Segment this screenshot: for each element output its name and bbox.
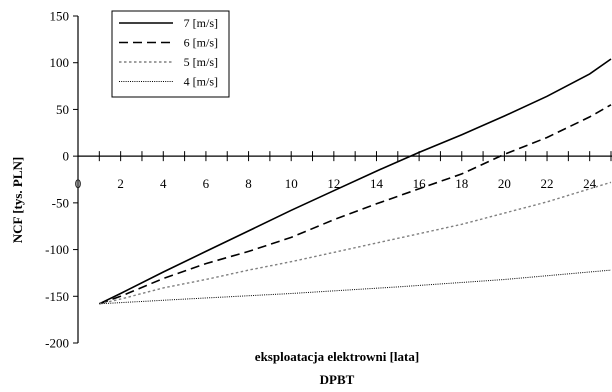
x-tick-label: 6: [203, 176, 210, 191]
y-tick-label: 0: [63, 149, 70, 164]
x-tick-label: 20: [498, 176, 511, 191]
y-tick-label: -100: [45, 242, 69, 257]
x-tick-label: 0: [75, 176, 82, 191]
x-axis-tick-labels: 0 2 4 6 8 10 12 14 16 18 20 22 24: [75, 176, 597, 191]
x-tick-label: 2: [117, 176, 124, 191]
series-line-2: [99, 104, 612, 305]
x-tick-label: 18: [455, 176, 468, 191]
x-tick-label: 4: [160, 176, 167, 191]
x-tick-label: 10: [285, 176, 298, 191]
y-tick-label: -150: [45, 289, 69, 304]
y-axis-tick-labels: -200 -150 -100 -50 0 50 100 150: [45, 9, 69, 351]
legend-label: 5 [m/s]: [184, 55, 218, 69]
y-tick-label: 50: [56, 102, 69, 117]
legend: 7 [m/s] 6 [m/s] 5 [m/s] 4 [m/s]: [111, 10, 230, 98]
y-tick-label: 100: [50, 55, 70, 70]
y-tick-label: 150: [50, 9, 70, 24]
y-tick-label: -50: [52, 195, 69, 210]
x-tick-label: 22: [541, 176, 554, 191]
x-axis-subtitle: DPBT: [320, 372, 355, 387]
legend-box: [111, 10, 230, 98]
legend-label: 7 [m/s]: [184, 16, 218, 30]
y-axis-ticks: [73, 15, 78, 344]
data-series: [98, 58, 612, 305]
y-axis-title: NCF [tys. PLN]: [10, 157, 25, 244]
y-tick-label: -200: [45, 336, 69, 351]
legend-label: 6 [m/s]: [184, 36, 218, 50]
series-line-4: [99, 269, 612, 305]
series-line-3: [99, 181, 612, 305]
legend-label: 4 [m/s]: [184, 75, 218, 89]
x-tick-label: 8: [245, 176, 252, 191]
x-tick-label: 24: [583, 176, 597, 191]
series-line-1: [98, 58, 612, 305]
x-tick-label: 12: [327, 176, 340, 191]
x-axis-title: eksploatacja elektrowni [lata]: [255, 349, 419, 364]
x-tick-label: 14: [370, 176, 384, 191]
x-axis-ticks: [98, 151, 612, 162]
